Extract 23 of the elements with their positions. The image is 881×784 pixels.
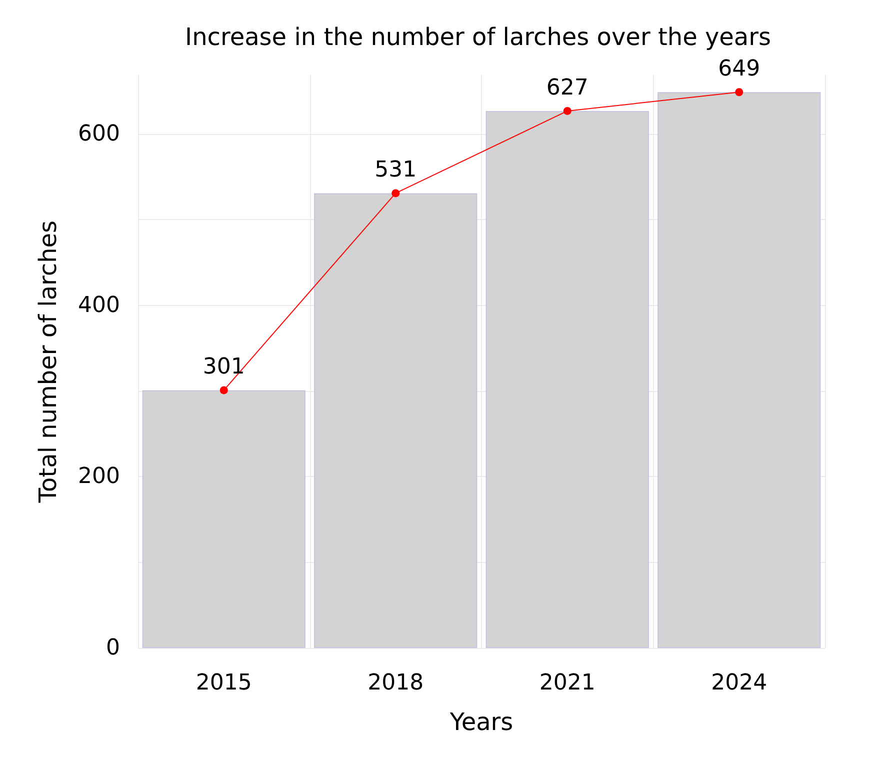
data-label: 301 [202, 354, 245, 380]
x-tick-label: 2024 [711, 670, 768, 696]
y-tick-label: 600 [78, 122, 120, 147]
data-label: 531 [374, 158, 417, 183]
y-tick-label: 400 [78, 292, 120, 318]
y-axis-title: Total number of larches [34, 220, 62, 504]
point [220, 386, 228, 394]
bar [142, 390, 306, 648]
chart-title: Increase in the number of larches over the years [184, 23, 772, 51]
point [735, 88, 744, 96]
bar [486, 110, 649, 648]
point [563, 106, 572, 115]
bar [314, 193, 478, 648]
y-tick-label: 200 [78, 464, 120, 490]
data-label: 627 [546, 75, 588, 100]
x-tick-label: 2015 [196, 670, 252, 696]
y-tick-label: 0 [106, 636, 120, 660]
data-label: 649 [718, 56, 760, 82]
bar [658, 92, 821, 648]
point [392, 189, 400, 198]
x-tick-label: 2018 [368, 670, 424, 696]
x-axis-title: Years [448, 708, 514, 736]
x-tick-label: 2021 [539, 670, 596, 696]
